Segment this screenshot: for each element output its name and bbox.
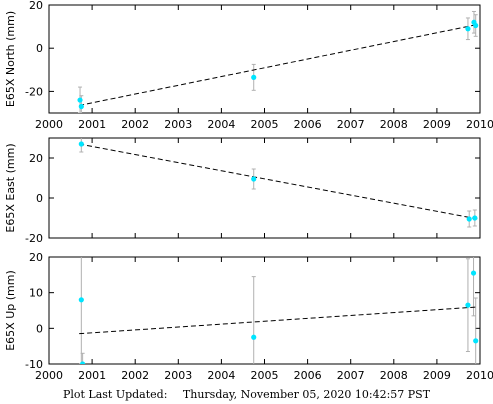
panel-3: 2000 2001 2002 2003 2004 2005 2006 2007 2008 2009…	[4, 251, 493, 382]
panel-frame	[48, 4, 481, 114]
x-tick-label: 2009	[423, 369, 451, 382]
data-layer	[77, 10, 479, 113]
data-point	[251, 334, 257, 340]
last-updated-timestamp: Thursday, November 05, 2020 10:42:57 PST	[182, 388, 431, 401]
y-tick-label: 0	[36, 42, 43, 55]
trend-line	[79, 306, 478, 335]
y-tick-label: 10	[29, 287, 43, 300]
y-axis-label: E65X East (mm)	[4, 143, 17, 232]
x-tick-label: 2001	[78, 118, 106, 131]
y-axis-label: E65X Up (mm)	[4, 270, 17, 351]
x-tick-label: 2010	[466, 118, 493, 131]
x-tick-label: 2001	[78, 369, 106, 382]
y-tick-label: -20	[25, 85, 43, 98]
data-point	[251, 176, 257, 182]
y-tick-label: -20	[25, 232, 43, 245]
x-tick-label: 2007	[337, 369, 365, 382]
x-tick-label: 2009	[423, 118, 451, 131]
x-tick-label: 2002	[121, 118, 149, 131]
plot-last-updated: Plot Last Updated: Thursday, November 05…	[0, 388, 493, 401]
data-point	[77, 97, 83, 103]
data-point	[80, 361, 86, 364]
trend-line	[79, 143, 478, 220]
data-point	[473, 22, 479, 29]
data-layer	[78, 138, 478, 228]
panel-2: -20 0 20 E65X East (mm)	[4, 137, 481, 245]
x-tick-label: 2003	[164, 118, 192, 131]
x-tick-label: 2000	[35, 118, 63, 131]
x-tick-label: 2004	[207, 369, 235, 382]
data-point	[473, 338, 479, 344]
data-point	[466, 216, 472, 222]
data-point	[78, 103, 84, 110]
x-tick-label: 2008	[380, 369, 408, 382]
y-tick-label: -10	[25, 358, 43, 371]
x-tick-label: 2006	[294, 118, 322, 131]
y-tick-label: 0	[36, 192, 43, 205]
data-point	[472, 215, 478, 221]
y-axis-label: E65X North (mm)	[4, 11, 17, 107]
x-tick-label: 2005	[251, 118, 279, 131]
data-point	[78, 141, 84, 147]
x-tick-label: 2007	[337, 118, 365, 131]
panel-frame	[48, 137, 481, 239]
trend-line	[79, 23, 478, 106]
data-point	[78, 297, 84, 303]
data-point	[465, 302, 471, 308]
data-layer	[78, 257, 479, 364]
panel-1: 2000 2001 2002 2003 2004 2005 2006 2007 2008 2009…	[4, 0, 493, 131]
data-point	[465, 26, 471, 32]
last-updated-label: Plot Last Updated:	[62, 388, 168, 401]
x-tick-label: 2000	[35, 369, 63, 382]
y-tick-label: 0	[36, 322, 43, 335]
x-tick-label: 2010	[466, 369, 493, 382]
panel-frame	[48, 256, 481, 365]
data-point	[470, 270, 477, 276]
y-tick-label: 20	[29, 251, 43, 264]
x-tick-label: 2005	[251, 369, 279, 382]
y-tick-label: 20	[29, 152, 43, 165]
data-point	[251, 74, 257, 80]
x-tick-label: 2003	[164, 369, 192, 382]
x-tick-label: 2002	[121, 369, 149, 382]
x-tick-label: 2004	[207, 118, 235, 131]
y-tick-label: 20	[29, 0, 43, 12]
x-tick-label: 2006	[294, 369, 322, 382]
x-tick-label: 2008	[380, 118, 408, 131]
